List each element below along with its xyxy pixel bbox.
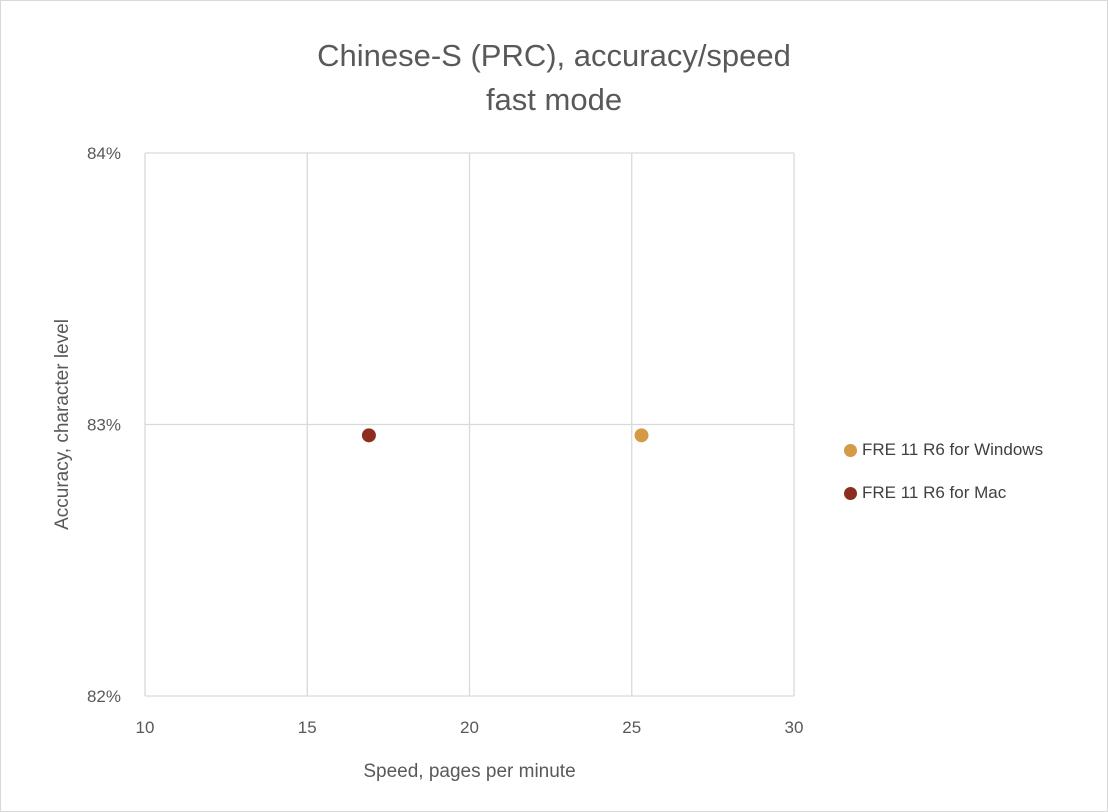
grid-layer [144, 152, 795, 697]
x-axis-title: Speed, pages per minute [363, 761, 575, 782]
x-tick-label: 10 [136, 718, 155, 737]
legend-label-windows: FRE 11 R6 for Windows [862, 440, 1044, 459]
x-tick-label: 15 [298, 718, 317, 737]
tick-labels: 10 15 20 25 30 84% 83% 82% [87, 144, 803, 737]
legend-item-mac: FRE 11 R6 for Mac [844, 479, 1043, 507]
data-point-series-0 [634, 428, 649, 443]
x-tick-label: 30 [785, 718, 804, 737]
y-tick-label: 82% [87, 687, 121, 706]
x-tick-label: 20 [460, 718, 479, 737]
legend-item-windows: FRE 11 R6 for Windows [844, 436, 1043, 464]
legend-marker-windows [844, 443, 857, 457]
y-tick-label: 83% [87, 416, 121, 435]
chart-title-line-1: Chinese-S (PRC), accuracy/speed [317, 38, 791, 73]
y-axis-title: Accuracy, character level [52, 319, 73, 530]
chart-title-line-2: fast mode [485, 82, 623, 117]
data-point-series-1 [361, 428, 376, 443]
y-tick-label: 84% [87, 144, 121, 163]
x-tick-label: 25 [622, 718, 641, 737]
data-points [361, 428, 649, 443]
legend: FRE 11 R6 for Windows FRE 11 R6 for Mac [844, 436, 1043, 522]
legend-marker-mac [844, 486, 857, 500]
legend-label-mac: FRE 11 R6 for Mac [862, 483, 1007, 502]
